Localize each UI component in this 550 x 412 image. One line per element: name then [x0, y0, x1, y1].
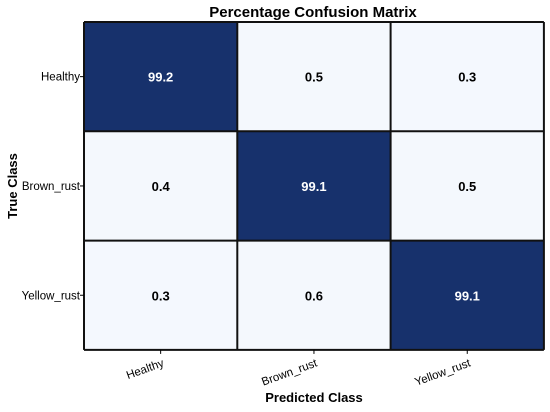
x-tick-label: Healthy	[125, 357, 166, 382]
heatmap-cell	[390, 22, 544, 132]
heatmap-cell	[237, 240, 391, 350]
y-axis-label: True Class	[5, 153, 20, 219]
cell-value-label: 99.1	[301, 179, 326, 194]
y-tick-label: Yellow_rust	[22, 290, 81, 302]
heatmap-cell	[84, 22, 238, 132]
x-axis-label: Predicted Class	[265, 390, 363, 405]
chart-title: Percentage Confusion Matrix	[209, 4, 417, 21]
heatmap-cells	[84, 22, 544, 350]
heatmap-cell	[390, 131, 544, 241]
heatmap-cell	[84, 240, 238, 350]
cell-value-label: 99.1	[455, 288, 480, 303]
cell-value-label: 0.4	[152, 179, 171, 194]
x-tick-label: Yellow_rust	[413, 357, 473, 389]
heatmap-value-labels: 99.2 0.5 0.3 0.4 99.1 0.5 0.3 0.6 99.1	[148, 70, 480, 304]
cell-value-label: 0.5	[305, 70, 323, 85]
heatmap-cell	[237, 131, 391, 241]
x-tick-labels: Healthy Brown_rust Yellow_rust	[125, 349, 473, 389]
x-tick-label: Brown_rust	[260, 357, 320, 388]
heatmap-cell	[84, 131, 238, 241]
cell-value-label: 0.3	[152, 288, 170, 303]
y-tick-label: Healthy	[41, 72, 80, 84]
y-tick-label: Brown_rust	[22, 181, 81, 193]
cell-value-label: 0.6	[305, 288, 323, 303]
heatmap-cell	[390, 240, 544, 350]
cell-value-label: 0.5	[458, 179, 476, 194]
heatmap-cell	[237, 22, 391, 132]
cell-value-label: 0.3	[458, 70, 476, 85]
cell-value-label: 99.2	[148, 70, 173, 85]
y-tick-labels: Healthy Brown_rust Yellow_rust	[22, 72, 84, 302]
